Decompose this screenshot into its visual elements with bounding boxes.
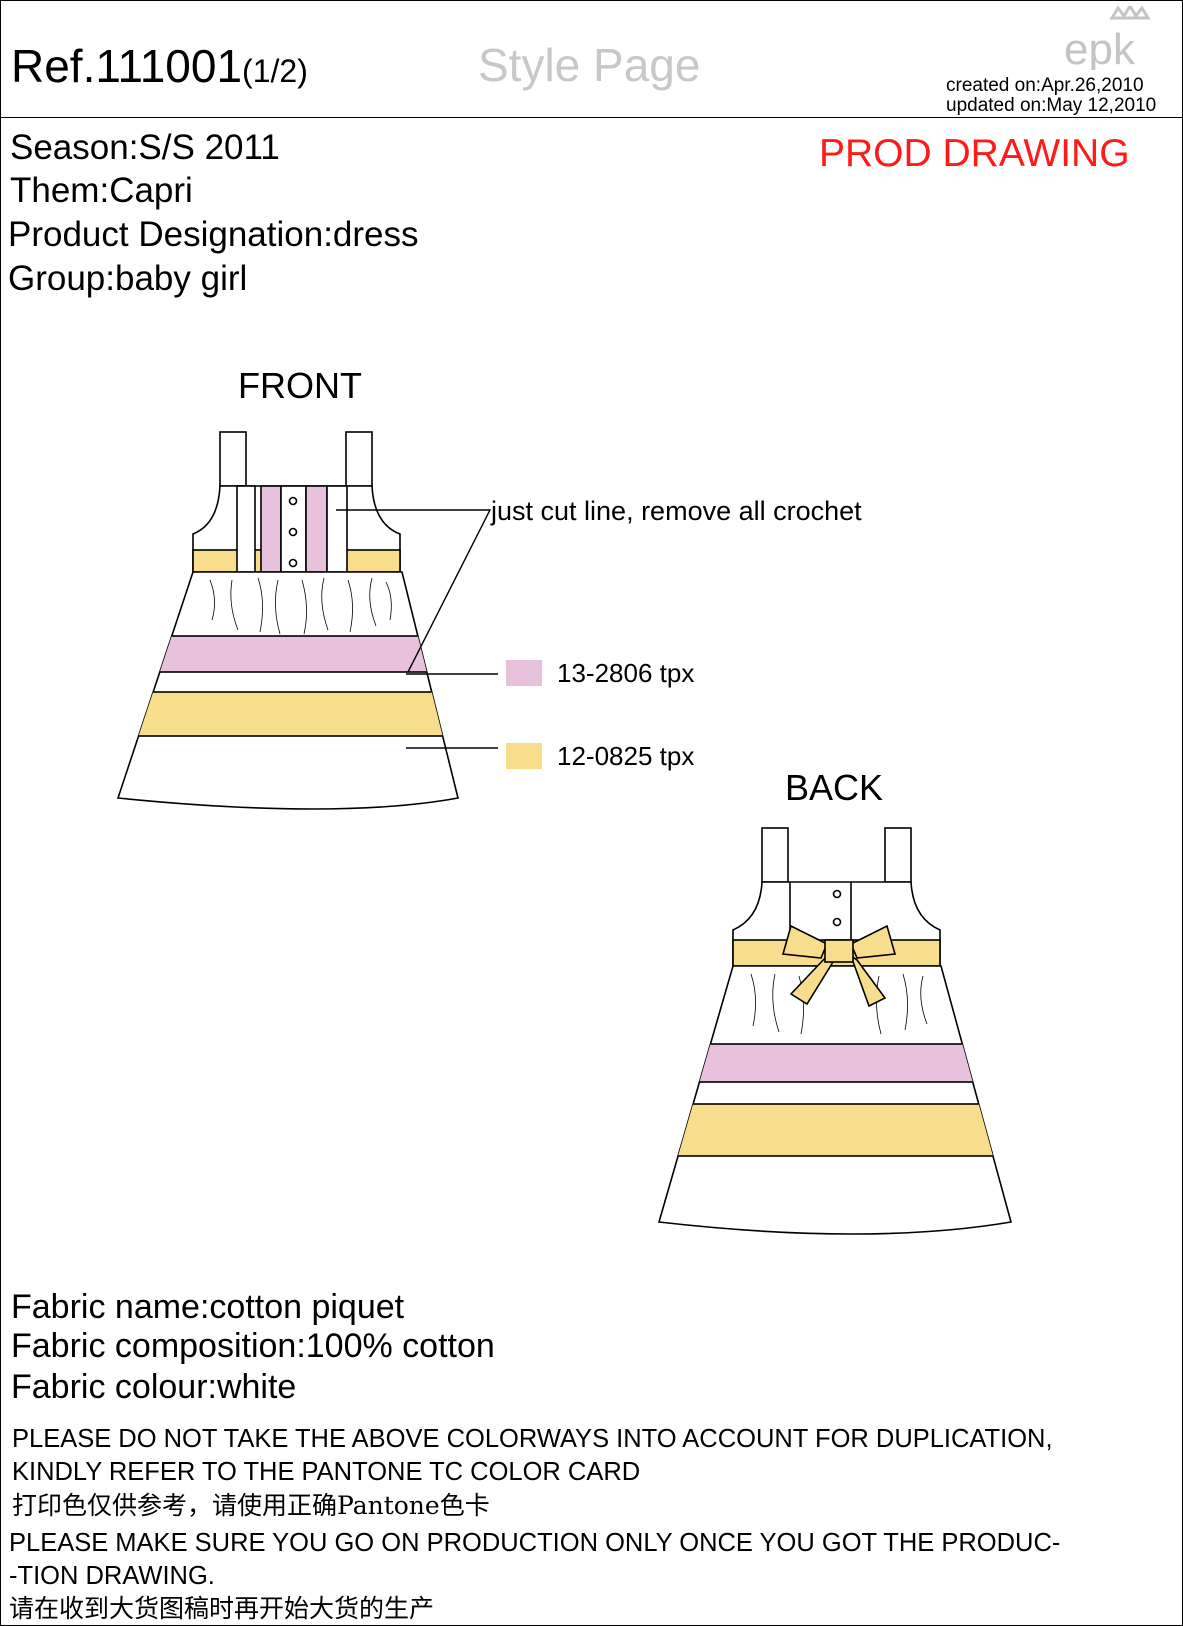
group: Group:baby girl	[8, 259, 248, 298]
page-counter: (1/2)	[242, 53, 308, 89]
back-button	[832, 889, 842, 899]
front-left-strap	[219, 431, 247, 487]
status-label: PROD DRAWING	[819, 132, 1130, 175]
front-label: FRONT	[238, 365, 362, 406]
theme: Them:Capri	[10, 171, 193, 210]
fabric-colour: Fabric colour:white	[11, 1368, 297, 1406]
front-gathers	[209, 577, 392, 635]
back-gathers	[750, 973, 928, 1035]
page-type-label: Style Page	[478, 39, 701, 91]
yellow-swatch-code: 12-0825 tpx	[557, 741, 695, 771]
back-skirt	[657, 965, 1013, 1235]
back-pink-stripe	[659, 1043, 1011, 1083]
front-button	[288, 558, 298, 568]
front-dress-drawing	[116, 431, 498, 810]
fabric-name: Fabric name:cotton piquet	[11, 1288, 405, 1326]
disclaimer-line-chinese: 请在收到大货图稿时再开始大货的生产	[9, 1594, 435, 1623]
back-left-strap	[761, 827, 789, 883]
disclaimer-line: -TION DRAWING.	[9, 1562, 215, 1590]
header-divider	[0, 117, 1183, 118]
back-label: BACK	[785, 767, 884, 808]
front-button	[288, 527, 298, 537]
front-button	[288, 496, 298, 506]
updated-date: updated on:May 12,2010	[946, 95, 1157, 116]
disclaimer-line-chinese: 打印色仅供参考，请使用正确Pantone色卡	[12, 1491, 490, 1520]
front-right-strap	[345, 431, 373, 487]
season: Season:S/S 2011	[10, 128, 280, 167]
fabric-composition: Fabric composition:100% cotton	[11, 1327, 495, 1365]
front-pink-panel-right	[305, 485, 328, 573]
front-skirt	[116, 571, 459, 810]
front-yellow-stripe	[118, 691, 458, 737]
pink-swatch	[506, 660, 542, 686]
back-yellow-stripe	[659, 1103, 1011, 1157]
back-bow	[781, 924, 897, 1008]
front-placket-line-right	[326, 485, 348, 573]
disclaimer-line: PLEASE DO NOT TAKE THE ABOVE COLORWAYS I…	[12, 1425, 1053, 1453]
disclaimer-line: KINDLY REFER TO THE PANTONE TC COLOR CAR…	[12, 1458, 641, 1486]
yellow-swatch	[506, 743, 542, 769]
product-designation: Product Designation:dress	[8, 215, 419, 254]
date-stamps: created on:Apr.26,2010 updated on:May 12…	[946, 76, 1156, 116]
back-right-strap	[884, 827, 912, 883]
front-pink-stripe	[118, 635, 458, 673]
front-pink-panel-left	[260, 485, 282, 573]
logo-text: epk	[1064, 25, 1136, 70]
disclaimer-line: PLEASE MAKE SURE YOU GO ON PRODUCTION ON…	[9, 1529, 1061, 1557]
cut-line-note: just cut line, remove all crochet	[491, 496, 862, 526]
brand-logo: epk	[1064, 6, 1151, 70]
created-date: created on:Apr.26,2010	[946, 75, 1144, 96]
back-button	[832, 917, 842, 927]
reference-number: Ref.111001(1/2)	[11, 40, 308, 92]
back-dress-drawing	[657, 827, 1013, 1235]
front-placket-line	[236, 485, 256, 573]
pink-swatch-code: 13-2806 tpx	[557, 658, 695, 688]
cut-line-leader	[336, 509, 492, 673]
